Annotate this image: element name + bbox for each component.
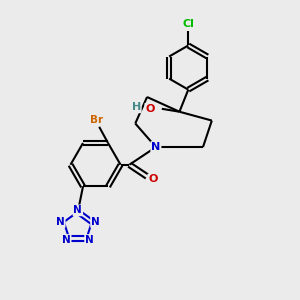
Text: N: N — [91, 217, 100, 227]
Text: O: O — [148, 174, 158, 184]
Text: Br: Br — [90, 115, 104, 125]
Text: N: N — [56, 217, 65, 227]
Text: N: N — [74, 206, 82, 215]
Text: N: N — [62, 235, 70, 245]
Text: H: H — [131, 102, 141, 112]
Text: N: N — [85, 235, 94, 245]
Text: O: O — [145, 104, 155, 114]
Text: Cl: Cl — [182, 19, 194, 29]
Text: N: N — [151, 142, 160, 152]
